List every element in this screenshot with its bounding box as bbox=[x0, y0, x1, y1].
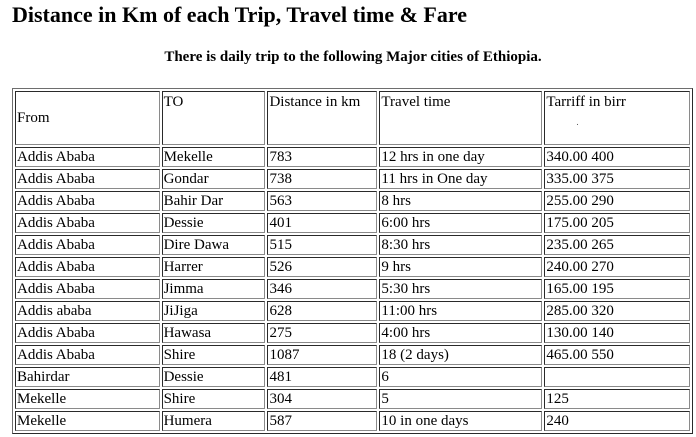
tariff-cell: 340.00 400 bbox=[544, 147, 690, 167]
to-cell: JiJiga bbox=[161, 301, 266, 321]
to-cell: Dessie bbox=[161, 213, 266, 233]
travel-time-cell: 6:00 hrs bbox=[379, 213, 543, 233]
tariff-cell: 125 bbox=[544, 389, 690, 409]
distance-cell: 304 bbox=[267, 389, 378, 409]
table-row: Addis Ababa Dessie 401 6:00 hrs 175.00 205 bbox=[15, 213, 690, 233]
to-cell: Mekelle bbox=[161, 147, 266, 167]
travel-time-cell: 6 bbox=[379, 367, 543, 387]
header-tariff-label: Tarriff in birr bbox=[546, 94, 626, 110]
travel-time-cell: 11 hrs in One day bbox=[379, 169, 543, 189]
table-row: Addis Ababa Hawasa 275 4:00 hrs 130.00 140 bbox=[15, 323, 690, 343]
from-cell: Addis ababa bbox=[15, 301, 160, 321]
distance-cell: 515 bbox=[267, 235, 378, 255]
travel-time-cell: 4:00 hrs bbox=[379, 323, 543, 343]
to-cell: Dire Dawa bbox=[161, 235, 266, 255]
header-tariff-mark: . bbox=[576, 117, 579, 127]
tariff-cell: 240.00 270 bbox=[544, 257, 690, 277]
to-cell: Jimma bbox=[161, 279, 266, 299]
table-header-row: From TO Distance in km Travel time Tarri… bbox=[15, 91, 690, 145]
header-travel-time: Travel time bbox=[379, 91, 543, 145]
travel-time-cell: 8 hrs bbox=[379, 191, 543, 211]
from-cell: Addis Ababa bbox=[15, 345, 160, 365]
travel-time-cell: 10 in one days bbox=[379, 411, 543, 431]
travel-time-cell: 12 hrs in one day bbox=[379, 147, 543, 167]
travel-time-cell: 18 (2 days) bbox=[379, 345, 543, 365]
travel-time-cell: 8:30 hrs bbox=[379, 235, 543, 255]
tariff-cell: 240 bbox=[544, 411, 690, 431]
table-row: Addis Ababa Shire 1087 18 (2 days) 465.00 55… bbox=[15, 345, 690, 365]
to-cell: Hawasa bbox=[161, 323, 266, 343]
table-row: Addis Ababa Gondar 738 11 hrs in One day 335… bbox=[15, 169, 690, 189]
distance-cell: 481 bbox=[267, 367, 378, 387]
header-distance: Distance in km bbox=[267, 91, 378, 145]
from-cell: Mekelle bbox=[15, 389, 160, 409]
table-row: Mekelle Shire 304 5 125 bbox=[15, 389, 690, 409]
tariff-cell: 165.00 195 bbox=[544, 279, 690, 299]
page-title: Distance in Km of each Trip, Travel time… bbox=[12, 2, 467, 27]
table-row: Addis Ababa Mekelle 783 12 hrs in one day 34… bbox=[15, 147, 690, 167]
to-cell: Shire bbox=[161, 389, 266, 409]
table-row: Addis Ababa Harrer 526 9 hrs 240.00 270 bbox=[15, 257, 690, 277]
header-to: TO bbox=[161, 91, 266, 145]
distance-cell: 563 bbox=[267, 191, 378, 211]
distance-cell: 275 bbox=[267, 323, 378, 343]
header-tariff: Tarriff in birr . bbox=[544, 91, 690, 145]
from-cell: Addis Ababa bbox=[15, 213, 160, 233]
to-cell: Gondar bbox=[161, 169, 266, 189]
from-cell: Addis Ababa bbox=[15, 169, 160, 189]
page-subtitle: There is daily trip to the following Maj… bbox=[164, 49, 542, 65]
trip-table: From TO Distance in km Travel time Tarri… bbox=[12, 88, 693, 434]
distance-cell: 628 bbox=[267, 301, 378, 321]
to-cell: Shire bbox=[161, 345, 266, 365]
to-cell: Harrer bbox=[161, 257, 266, 277]
travel-time-cell: 5 bbox=[379, 389, 543, 409]
tariff-cell: 175.00 205 bbox=[544, 213, 690, 233]
distance-cell: 738 bbox=[267, 169, 378, 189]
table-row: Addis Ababa Jimma 346 5:30 hrs 165.00 195 bbox=[15, 279, 690, 299]
table-row: Addis ababa JiJiga 628 11:00 hrs 285.00 320 bbox=[15, 301, 690, 321]
tariff-cell: 235.00 265 bbox=[544, 235, 690, 255]
from-cell: Addis Ababa bbox=[15, 235, 160, 255]
from-cell: Addis Ababa bbox=[15, 279, 160, 299]
header-from: From bbox=[15, 91, 160, 145]
tariff-cell: 255.00 290 bbox=[544, 191, 690, 211]
distance-cell: 1087 bbox=[267, 345, 378, 365]
distance-cell: 401 bbox=[267, 213, 378, 233]
from-cell: Mekelle bbox=[15, 411, 160, 431]
table-row: Bahirdar Dessie 481 6 bbox=[15, 367, 690, 387]
from-cell: Addis Ababa bbox=[15, 147, 160, 167]
tariff-cell: 130.00 140 bbox=[544, 323, 690, 343]
tariff-cell: 465.00 550 bbox=[544, 345, 690, 365]
distance-cell: 783 bbox=[267, 147, 378, 167]
from-cell: Bahirdar bbox=[15, 367, 160, 387]
table-row: Addis Ababa Bahir Dar 563 8 hrs 255.00 290 bbox=[15, 191, 690, 211]
from-cell: Addis Ababa bbox=[15, 257, 160, 277]
distance-cell: 587 bbox=[267, 411, 378, 431]
to-cell: Bahir Dar bbox=[161, 191, 266, 211]
table-row: Addis Ababa Dire Dawa 515 8:30 hrs 235.00 26… bbox=[15, 235, 690, 255]
from-cell: Addis Ababa bbox=[15, 323, 160, 343]
distance-cell: 346 bbox=[267, 279, 378, 299]
tariff-cell bbox=[544, 367, 690, 387]
to-cell: Humera bbox=[161, 411, 266, 431]
distance-cell: 526 bbox=[267, 257, 378, 277]
travel-time-cell: 5:30 hrs bbox=[379, 279, 543, 299]
tariff-cell: 335.00 375 bbox=[544, 169, 690, 189]
from-cell: Addis Ababa bbox=[15, 191, 160, 211]
table-body: Addis Ababa Mekelle 783 12 hrs in one day 34… bbox=[15, 147, 690, 431]
tariff-cell: 285.00 320 bbox=[544, 301, 690, 321]
to-cell: Dessie bbox=[161, 367, 266, 387]
table-row: Mekelle Humera 587 10 in one days 240 bbox=[15, 411, 690, 431]
travel-time-cell: 11:00 hrs bbox=[379, 301, 543, 321]
travel-time-cell: 9 hrs bbox=[379, 257, 543, 277]
